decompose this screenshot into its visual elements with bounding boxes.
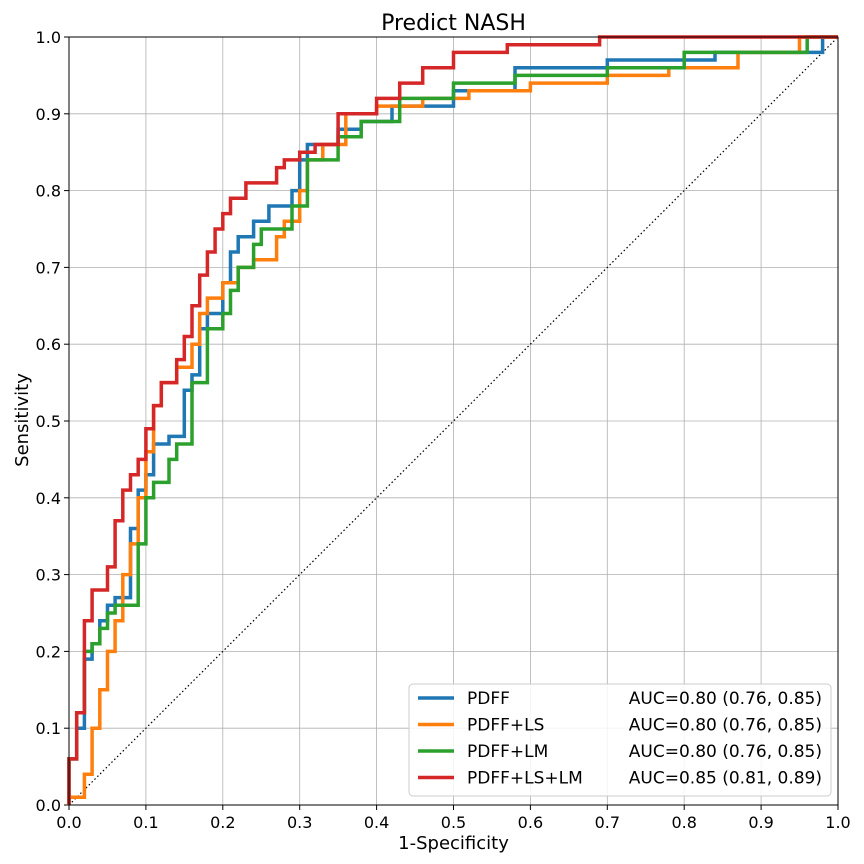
series-lines: [67, 35, 838, 805]
series-line-pdff-ls: [67, 35, 838, 805]
y-axis-ticks: 0.0 0.1 0.2 0.3 0.4 0.5 0.6 0.7 0.8 0.9 1.0: [36, 28, 69, 815]
y-tick-label: 1.0: [36, 28, 61, 47]
x-tick-label: 0.9: [748, 813, 773, 832]
legend-auc-pdff: AUC=0.80 (0.76, 0.85): [629, 689, 822, 709]
y-tick-label: 0.4: [36, 489, 61, 508]
x-tick-label: 0.5: [441, 813, 466, 832]
x-tick-label: 0.1: [133, 813, 158, 832]
y-tick-label: 0.9: [36, 105, 61, 124]
y-tick-label: 0.8: [36, 182, 61, 201]
legend-label-pdff-ls-lm: PDFF+LS+LM: [467, 769, 583, 789]
legend-box: [408, 683, 832, 797]
legend-auc-pdff-ls-lm: AUC=0.85 (0.81, 0.89): [629, 769, 822, 789]
legend: PDFF AUC=0.80 (0.76, 0.85) PDFF+LS AUC=0.80…: [408, 683, 832, 797]
reference-diagonal-line: [68, 36, 839, 806]
series-line-pdff-ls-lm: [67, 35, 838, 805]
y-tick-label: 0.3: [36, 566, 61, 585]
y-tick-label: 0.6: [36, 335, 61, 354]
x-tick-label: 0.4: [364, 813, 389, 832]
y-tick-label: 0.0: [36, 796, 61, 815]
y-tick-label: 0.1: [36, 719, 61, 738]
x-tick-label: 0.0: [56, 813, 81, 832]
legend-label-pdff: PDFF: [467, 689, 510, 709]
y-axis-label: Sensitivity: [12, 373, 33, 467]
plot-frame: [68, 36, 839, 806]
x-tick-label: 0.3: [287, 813, 312, 832]
legend-auc-pdff-ls: AUC=0.80 (0.76, 0.85): [629, 716, 822, 736]
legend-label-pdff-lm: PDFF+LM: [467, 742, 548, 762]
legend-label-pdff-ls: PDFF+LS: [467, 716, 544, 736]
y-tick-label: 0.5: [36, 412, 61, 431]
series-line-pdff-lm: [67, 35, 838, 805]
x-tick-label: 0.8: [671, 813, 696, 832]
y-tick-label: 0.7: [36, 258, 61, 277]
y-tick-label: 0.2: [36, 642, 61, 661]
x-tick-label: 0.7: [595, 813, 620, 832]
plot-area: [67, 35, 839, 806]
chart-title: Predict NASH: [381, 11, 526, 36]
x-axis-ticks: 0.0 0.1 0.2 0.3 0.4 0.5 0.6 0.7 0.8 0.9 1.0: [56, 805, 851, 832]
x-tick-label: 0.6: [518, 813, 543, 832]
x-tick-label: 1.0: [825, 813, 850, 832]
x-tick-label: 0.2: [210, 813, 235, 832]
legend-auc-pdff-lm: AUC=0.80 (0.76, 0.85): [629, 742, 822, 762]
x-axis-label: 1-Specificity: [398, 833, 509, 854]
